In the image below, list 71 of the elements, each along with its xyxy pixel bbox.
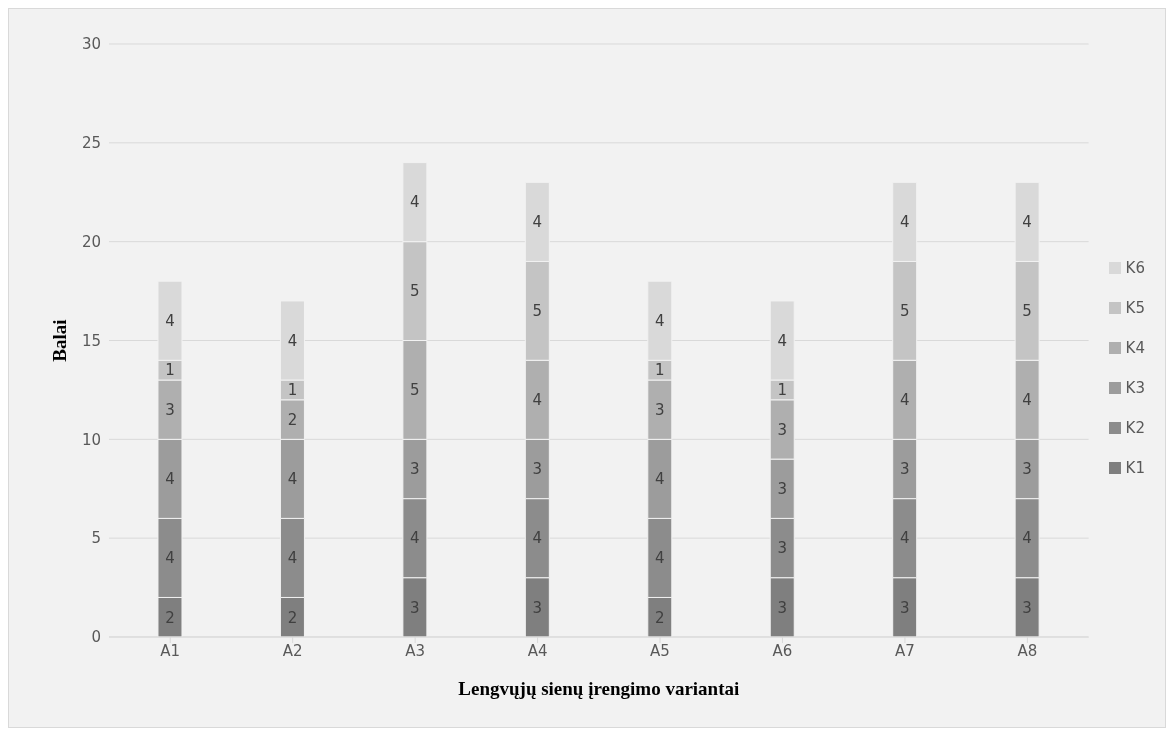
x-tick-label: A7 <box>895 641 915 660</box>
data-label: 3 <box>899 598 910 617</box>
data-label: 4 <box>287 331 298 350</box>
legend-label: K1 <box>1125 459 1145 477</box>
y-tick-label: 0 <box>91 628 101 647</box>
data-label: 1 <box>777 381 788 400</box>
x-tick-label: A6 <box>772 641 793 660</box>
x-tick-label: A8 <box>1017 641 1038 660</box>
data-label: 4 <box>287 549 298 568</box>
data-label: 4 <box>532 529 543 548</box>
data-label: 3 <box>410 460 420 479</box>
data-label: 5 <box>410 381 420 400</box>
legend-label: K3 <box>1125 379 1145 397</box>
x-tick-label: A1 <box>160 641 181 660</box>
data-label: 4 <box>777 331 788 350</box>
data-label: 4 <box>165 312 175 331</box>
data-label: 5 <box>532 302 543 321</box>
data-label: 4 <box>899 213 910 232</box>
x-tick-label: A2 <box>282 641 303 660</box>
data-label: 3 <box>655 401 665 420</box>
data-label: 3 <box>1022 460 1032 479</box>
data-label: 3 <box>777 480 788 499</box>
data-label: 3 <box>532 460 543 479</box>
y-tick-label: 10 <box>81 430 101 449</box>
data-label: 2 <box>655 608 665 627</box>
legend-label: K2 <box>1125 419 1145 437</box>
data-label: 4 <box>410 529 420 548</box>
data-label: 1 <box>165 361 175 380</box>
data-label: 1 <box>655 361 665 380</box>
data-label: 4 <box>1022 529 1032 548</box>
data-label: 3 <box>410 598 420 617</box>
data-label: 4 <box>287 470 298 489</box>
y-tick-label: 15 <box>81 331 101 350</box>
data-label: 5 <box>410 282 420 301</box>
data-label: 5 <box>1022 302 1032 321</box>
legend-label: K6 <box>1125 259 1145 277</box>
data-label: 1 <box>287 381 298 400</box>
data-label: 5 <box>899 302 910 321</box>
legend-label: K4 <box>1125 339 1145 357</box>
data-label: 4 <box>1022 391 1032 410</box>
data-label: 2 <box>165 608 175 627</box>
data-label: 4 <box>532 391 543 410</box>
x-tick-label: A4 <box>527 641 548 660</box>
data-label: 3 <box>777 598 788 617</box>
y-axis-title: Balai <box>48 319 70 362</box>
data-label: 4 <box>532 213 543 232</box>
legend-label: K5 <box>1125 299 1145 317</box>
data-label: 3 <box>1022 598 1032 617</box>
data-label: 4 <box>410 193 420 212</box>
data-label: 3 <box>777 539 788 558</box>
x-axis-title: Lengvųjų sienų įrengimo variantai <box>458 678 740 699</box>
data-label: 3 <box>777 420 788 439</box>
data-label: 3 <box>899 460 910 479</box>
data-label: 4 <box>1022 213 1032 232</box>
data-label: 2 <box>287 608 298 627</box>
data-label: 3 <box>165 401 175 420</box>
data-label: 4 <box>165 549 175 568</box>
data-label: 4 <box>899 529 910 548</box>
x-tick-label: A5 <box>650 641 670 660</box>
data-label: 4 <box>655 470 665 489</box>
x-tick-label: A3 <box>405 641 426 660</box>
y-tick-label: 30 <box>81 35 101 54</box>
data-label: 3 <box>532 598 543 617</box>
y-tick-label: 5 <box>91 529 101 548</box>
y-tick-label: 25 <box>81 134 101 153</box>
data-label: 4 <box>165 470 175 489</box>
data-label: 4 <box>899 391 910 410</box>
y-tick-label: 20 <box>81 232 101 251</box>
data-label: 2 <box>287 410 298 429</box>
data-label: 4 <box>655 312 665 331</box>
data-label: 4 <box>655 549 665 568</box>
